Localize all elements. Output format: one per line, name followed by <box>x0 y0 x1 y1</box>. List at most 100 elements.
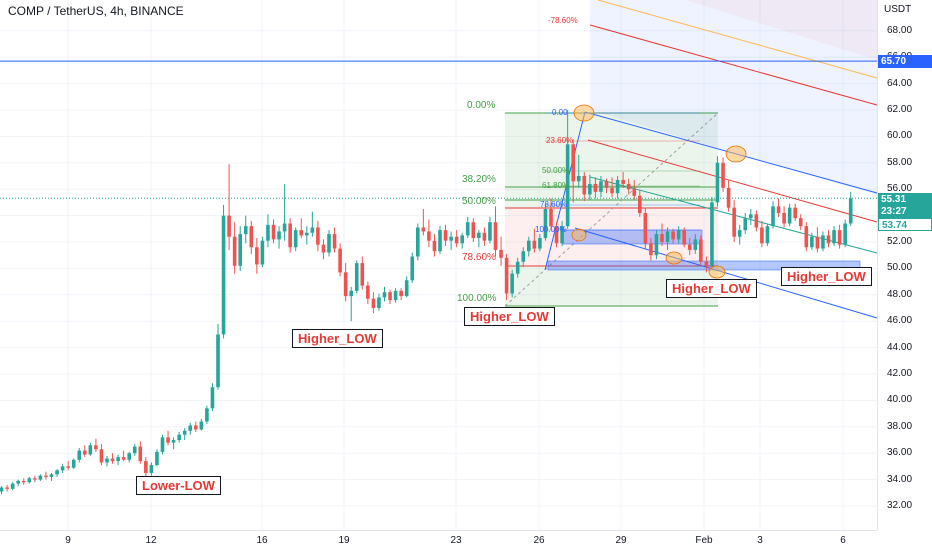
fib-level-label: -78.60% <box>548 16 578 25</box>
candle-body <box>732 207 736 237</box>
candle-body <box>771 206 775 227</box>
fib-level-label: 100.00% <box>535 225 567 234</box>
candle-body <box>249 226 254 248</box>
candle-body <box>144 461 148 473</box>
candle-body <box>205 408 209 422</box>
price-tick-label: 64.00 <box>887 77 913 89</box>
higher-low-label: Higher_LOW <box>292 329 383 348</box>
candle-body <box>504 257 509 294</box>
candle-body <box>515 261 520 274</box>
candle-body <box>83 450 87 455</box>
currency-label: USDT <box>884 4 912 15</box>
candle-body <box>38 475 43 480</box>
candle-body <box>327 234 331 253</box>
candle-body <box>149 465 154 473</box>
candle-body <box>88 445 93 455</box>
candle-body <box>604 181 609 188</box>
channel-line <box>574 227 878 319</box>
candle-body <box>138 446 143 462</box>
price-axis[interactable]: USDT 68.0066.0064.0062.0060.0058.0056.00… <box>877 0 932 530</box>
candle-body <box>532 240 537 249</box>
candle-body <box>33 478 37 480</box>
fib-level-label: 50.00% <box>542 166 570 175</box>
candle-body <box>160 437 165 452</box>
candle-body <box>815 236 820 249</box>
prev-close-tag: 53.74 <box>878 218 932 231</box>
candle-body <box>826 235 831 244</box>
candle-body <box>421 227 426 232</box>
candle-body <box>543 209 548 239</box>
candlestick-series <box>0 110 853 495</box>
candle-body <box>332 234 337 249</box>
candle-body <box>194 425 198 430</box>
candle-body <box>227 215 231 237</box>
candle-body <box>188 425 193 431</box>
fib-level-label: 23.60% <box>546 136 574 145</box>
fib-level-label: 0.00% <box>467 100 496 111</box>
price-tick-label: 52.00 <box>887 236 913 247</box>
candle-body <box>643 212 648 244</box>
candle-body <box>798 218 803 227</box>
candle-body <box>776 206 781 213</box>
price-tick-label: 60.00 <box>887 130 913 142</box>
candle-body <box>282 223 287 232</box>
swing-marker <box>571 228 587 242</box>
candle-body <box>121 457 126 460</box>
candle-body <box>782 212 786 224</box>
candle-body <box>110 458 115 462</box>
time-axis[interactable]: 9 12 16 19 23 26 29 Feb 3 6 <box>0 530 877 551</box>
candle-body <box>271 224 276 240</box>
candle-body <box>471 222 476 239</box>
candle-body <box>499 249 503 258</box>
candle-body <box>726 187 731 208</box>
pitchfork-line <box>589 24 878 106</box>
price-tick-label: 40.00 <box>887 394 913 406</box>
fib-level-label: 78.60% <box>540 200 568 209</box>
candle-body <box>821 235 825 249</box>
higher-low-label: Higher_LOW <box>666 279 757 298</box>
candle-body <box>182 430 187 435</box>
candle-body <box>238 234 242 266</box>
price-tick-label: 36.00 <box>887 447 913 459</box>
time-tick-label: 23 <box>450 535 462 546</box>
candle-body <box>649 243 653 256</box>
candle-body <box>848 198 853 224</box>
candle-body <box>305 232 309 236</box>
time-tick-label: 16 <box>256 535 268 546</box>
candle-body <box>155 451 159 466</box>
candle-body <box>404 280 409 297</box>
candle-body <box>210 387 215 409</box>
pitchfork-zone <box>590 0 877 60</box>
time-tick-label: 3 <box>757 535 763 546</box>
symbol-title[interactable]: COMP / TetherUS, 4h, BINANCE <box>8 4 184 18</box>
swing-marker <box>573 104 595 122</box>
candle-body <box>626 183 631 190</box>
candle-body <box>599 181 603 192</box>
price-tick-label: 56.00 <box>887 183 913 195</box>
candle-body <box>765 226 770 244</box>
candle-body <box>360 263 365 286</box>
candle-body <box>388 292 392 301</box>
price-tick-label: 68.00 <box>887 24 913 36</box>
candle-body <box>49 474 54 477</box>
candle-body <box>44 475 48 477</box>
candle-body <box>260 240 265 265</box>
fib-level-label: 38.20% <box>462 174 496 185</box>
candle-body <box>460 235 464 244</box>
candle-body <box>171 440 176 443</box>
candle-body <box>715 162 720 203</box>
candle-body <box>127 453 131 460</box>
candle-body <box>749 214 753 219</box>
candle-body <box>477 232 481 239</box>
candle-body <box>693 239 698 250</box>
price-tick-label: 62.00 <box>887 104 913 115</box>
candle-body <box>382 292 387 298</box>
time-tick-label: 9 <box>65 535 71 546</box>
candle-body <box>399 290 403 297</box>
chart-grid <box>0 0 877 530</box>
candle-body <box>621 179 625 184</box>
swing-marker <box>725 145 747 163</box>
candle-body <box>0 487 4 492</box>
candle-body <box>266 224 270 241</box>
